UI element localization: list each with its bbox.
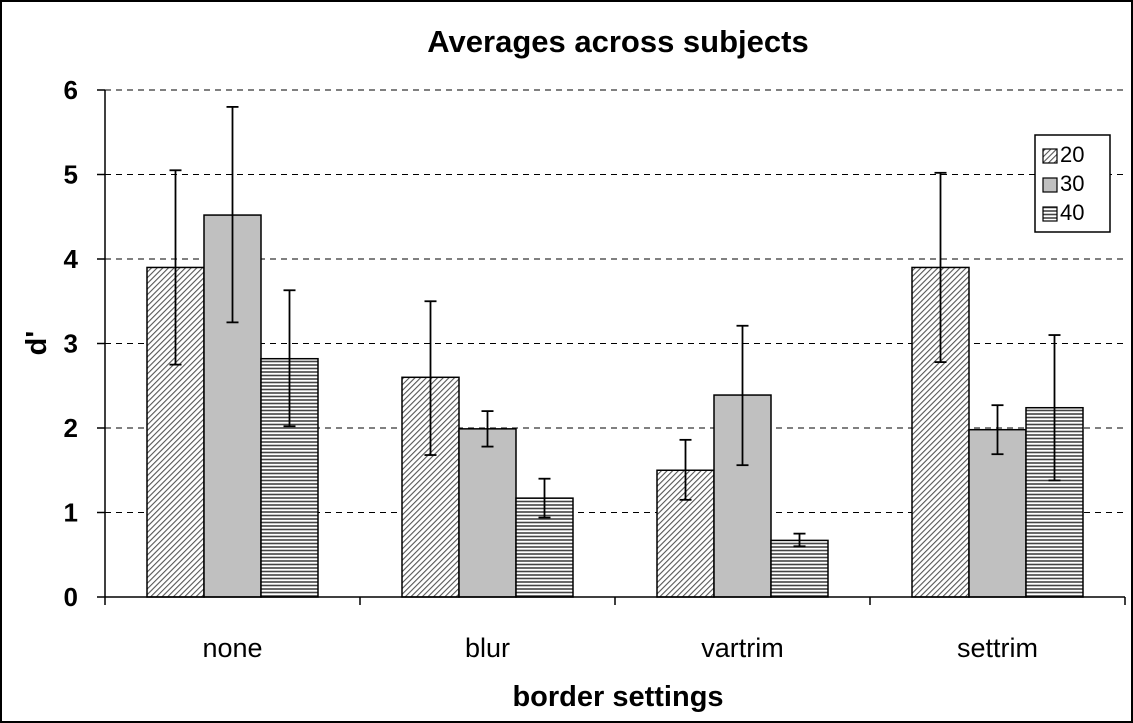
x-category-label: settrim bbox=[957, 633, 1038, 663]
y-axis-title: d' bbox=[21, 331, 53, 356]
y-tick-label: 4 bbox=[64, 244, 79, 274]
x-category-label: vartrim bbox=[701, 633, 784, 663]
legend-swatch-20 bbox=[1042, 148, 1058, 164]
x-category-label: none bbox=[202, 633, 262, 663]
x-category-labels: none blur vartrim settrim bbox=[202, 633, 1038, 663]
y-tick-label: 5 bbox=[64, 160, 78, 190]
x-category-label: blur bbox=[465, 633, 510, 663]
axes bbox=[97, 89, 1126, 605]
y-tick-label: 6 bbox=[64, 75, 78, 105]
legend-label-20: 20 bbox=[1060, 142, 1084, 167]
chart-title: Averages across subjects bbox=[427, 24, 808, 59]
legend-label-40: 40 bbox=[1060, 200, 1084, 225]
y-tick-labels: 0 1 2 3 4 5 6 bbox=[64, 75, 79, 612]
x-axis-title: border settings bbox=[512, 681, 723, 713]
y-tick-label: 1 bbox=[64, 498, 78, 528]
y-tick-label: 2 bbox=[64, 413, 78, 443]
legend-swatch-40 bbox=[1042, 206, 1058, 222]
legend: 20 30 40 bbox=[1034, 134, 1111, 233]
legend-swatch-30 bbox=[1042, 177, 1058, 193]
legend-label-30: 30 bbox=[1060, 171, 1084, 196]
error-bars bbox=[169, 106, 1061, 548]
y-tick-label: 0 bbox=[64, 582, 78, 612]
bar-30-blur bbox=[458, 428, 517, 598]
y-tick-label: 3 bbox=[64, 329, 78, 359]
bar-40-vartrim bbox=[770, 539, 829, 598]
